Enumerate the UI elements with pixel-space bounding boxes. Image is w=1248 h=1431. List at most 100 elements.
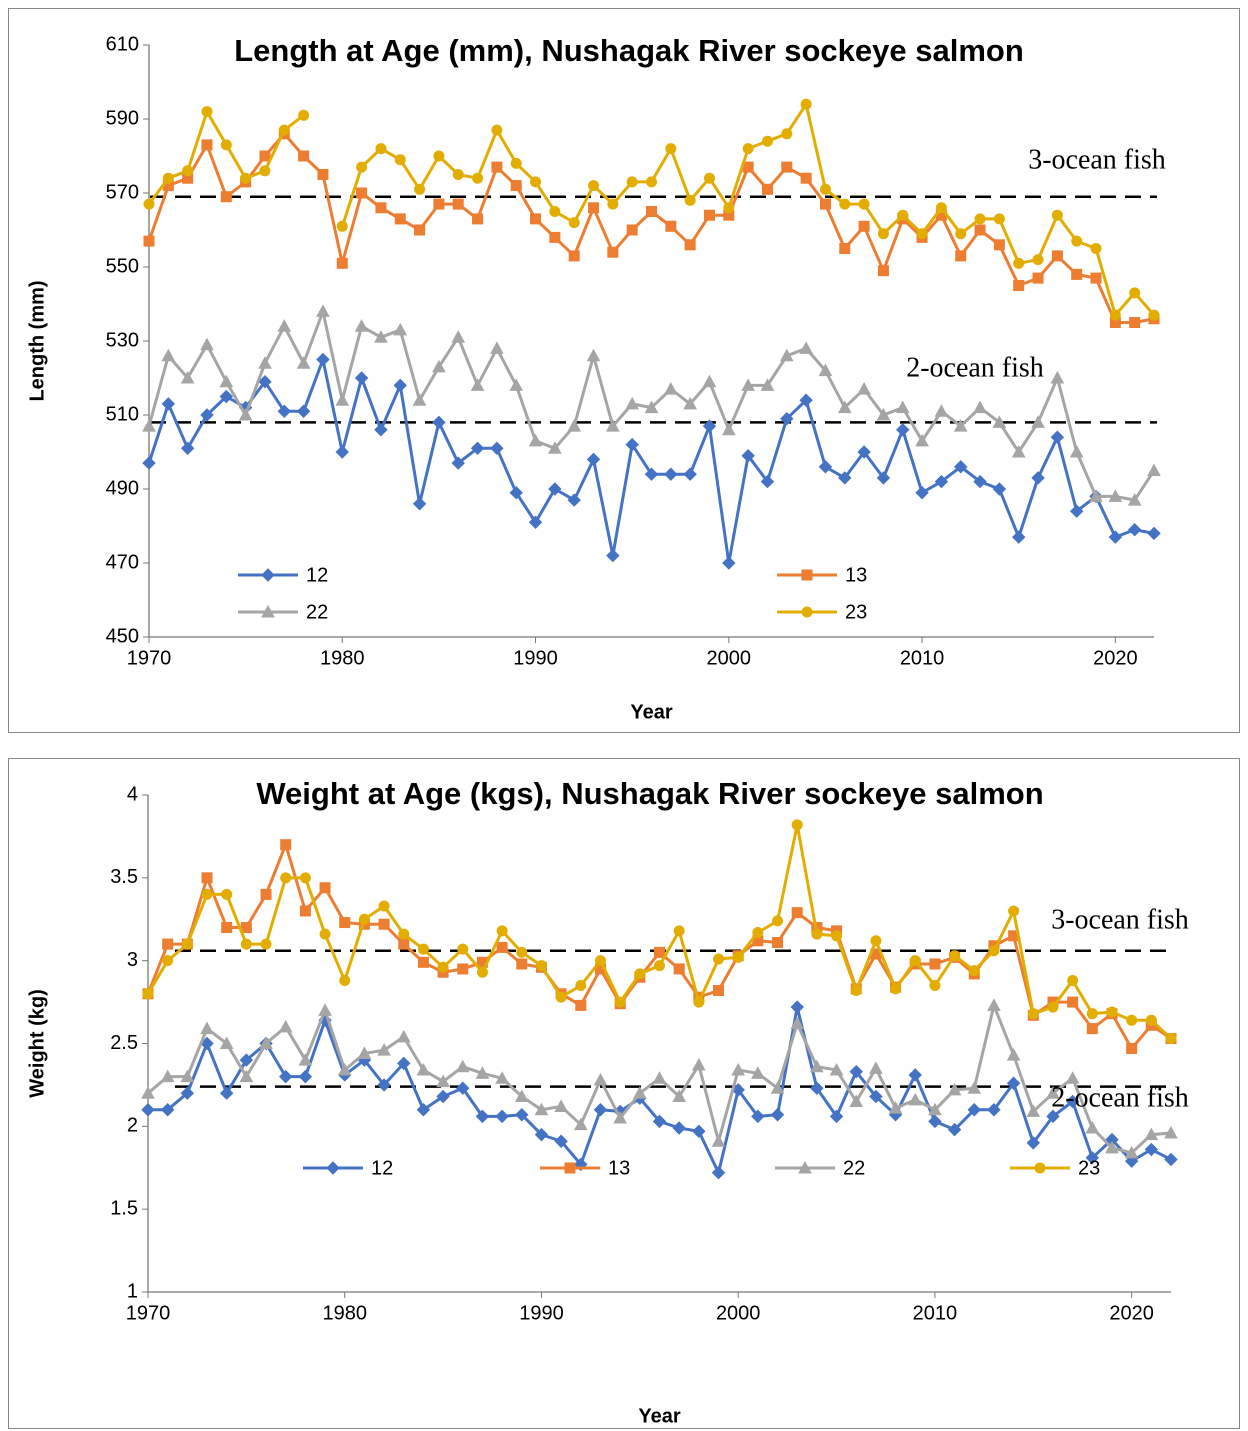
- data-point: [1051, 250, 1063, 262]
- data-point: [239, 1069, 254, 1083]
- data-point: [1129, 317, 1141, 328]
- data-point: [684, 194, 696, 206]
- data-point: [673, 925, 685, 937]
- data-point: [1106, 1006, 1118, 1018]
- data-point: [180, 1069, 195, 1083]
- x-tick-label: 1970: [127, 647, 172, 669]
- data-point: [260, 888, 272, 900]
- y-tick-label: 610: [106, 33, 139, 55]
- data-point: [652, 1071, 667, 1084]
- data-point: [935, 202, 947, 214]
- data-point: [1013, 280, 1025, 291]
- data-point: [567, 419, 582, 432]
- data-point: [491, 161, 503, 173]
- data-point: [1006, 1048, 1021, 1061]
- data-point: [1086, 1023, 1098, 1035]
- data-point: [296, 404, 311, 419]
- data-point: [973, 474, 987, 489]
- data-point: [954, 460, 968, 474]
- data-point: [992, 482, 1007, 496]
- x-tick-label: 1970: [126, 1302, 171, 1324]
- data-point: [665, 143, 677, 155]
- data-point: [1164, 1125, 1178, 1139]
- data-point: [1031, 471, 1045, 485]
- data-point: [1089, 489, 1103, 502]
- data-point: [849, 1064, 863, 1079]
- data-point: [869, 1061, 883, 1074]
- data-point: [316, 352, 330, 367]
- data-point: [741, 378, 755, 391]
- data-point: [692, 1124, 706, 1139]
- data-point: [1065, 1071, 1080, 1084]
- data-point: [877, 228, 889, 240]
- data-point: [741, 448, 755, 463]
- data-point: [398, 928, 410, 940]
- data-point: [534, 1127, 549, 1142]
- data-point: [614, 996, 626, 1008]
- data-point: [182, 165, 194, 177]
- data-point: [548, 482, 562, 496]
- data-point: [142, 988, 154, 1000]
- data-point: [646, 176, 657, 188]
- data-point: [259, 1036, 273, 1049]
- data-point: [143, 235, 155, 247]
- data-point: [336, 220, 348, 232]
- data-point: [240, 172, 252, 184]
- data-point: [298, 109, 310, 121]
- data-point: [1071, 268, 1083, 280]
- data-point: [721, 422, 736, 436]
- data-point: [1147, 463, 1161, 476]
- data-point: [433, 150, 445, 162]
- data-point: [713, 984, 725, 996]
- data-point: [850, 984, 862, 996]
- data-point: [876, 471, 891, 485]
- data-point: [761, 183, 773, 195]
- data-point: [1032, 272, 1044, 284]
- series-line: [147, 358, 1155, 565]
- data-point: [663, 382, 678, 395]
- data-point: [781, 161, 793, 173]
- data-point: [955, 250, 967, 262]
- data-point: [457, 963, 469, 975]
- data-point: [568, 217, 580, 229]
- data-point: [298, 1053, 313, 1066]
- data-point: [510, 157, 522, 169]
- data-point: [509, 485, 523, 500]
- data-point: [947, 1122, 962, 1137]
- data-point: [1032, 254, 1044, 266]
- data-point: [1165, 1033, 1177, 1045]
- data-point: [799, 341, 813, 354]
- data-point: [684, 239, 696, 251]
- x-tick-label: 1990: [519, 1302, 564, 1324]
- series-line: [146, 823, 1173, 1040]
- data-point: [613, 1111, 627, 1124]
- x-tick-label: 1980: [322, 1302, 367, 1324]
- data-point: [509, 378, 524, 391]
- data-point: [374, 330, 388, 343]
- data-point: [451, 456, 465, 470]
- data-point: [800, 98, 812, 110]
- data-point: [337, 1062, 352, 1076]
- data-point: [490, 341, 504, 354]
- data-point: [896, 423, 910, 437]
- y-tick-label: 570: [106, 181, 139, 203]
- data-point: [378, 900, 390, 912]
- data-point: [790, 1000, 804, 1014]
- data-point: [1046, 1109, 1060, 1124]
- data-point: [377, 1078, 391, 1092]
- data-point: [1108, 489, 1123, 502]
- data-point: [1008, 905, 1020, 917]
- data-point: [626, 176, 638, 188]
- data-point: [711, 1166, 726, 1180]
- data-point: [339, 975, 351, 987]
- data-point: [664, 467, 678, 481]
- data-point: [908, 1092, 923, 1106]
- data-point: [1026, 1136, 1040, 1150]
- data-point: [575, 999, 587, 1011]
- data-point: [354, 319, 369, 332]
- legend-label: 23: [1078, 1157, 1100, 1179]
- series-line: [148, 1005, 1172, 1175]
- data-point: [594, 955, 606, 967]
- data-point: [162, 172, 174, 184]
- data-point: [683, 467, 697, 481]
